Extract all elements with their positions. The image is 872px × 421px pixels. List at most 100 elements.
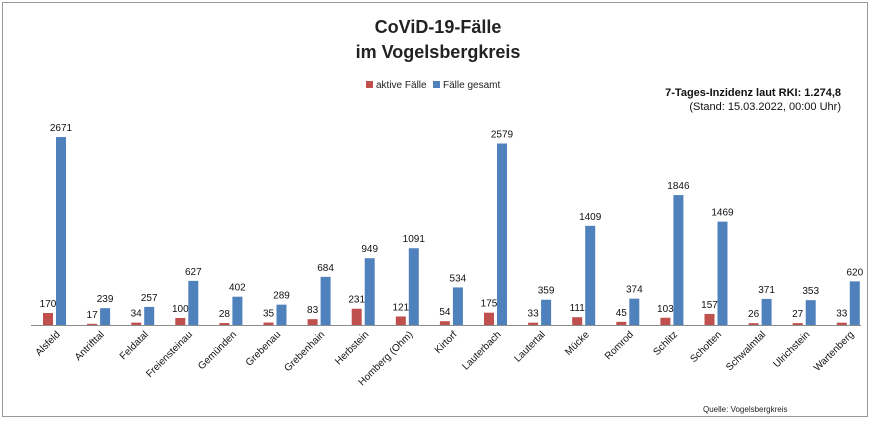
bar-aktive-13 — [616, 321, 627, 325]
bar-gesamt-17 — [805, 300, 816, 325]
chart-frame: CoViD-19-Fälle im Vogelsbergkreis aktive… — [2, 2, 868, 417]
value-label-aktive-13: 45 — [616, 308, 628, 319]
bar-aktive-17 — [792, 323, 803, 325]
bar-aktive-6 — [307, 319, 318, 325]
legend-label-gesamt: Fälle gesamt — [443, 80, 500, 91]
bar-aktive-12 — [572, 317, 583, 325]
value-label-aktive-2: 34 — [131, 309, 143, 320]
bar-aktive-2 — [131, 322, 142, 325]
legend-label-aktive: aktive Fälle — [376, 80, 427, 91]
x-tick-label-1: Antrifttal — [73, 329, 107, 363]
x-tick-label-6: Grebenhain — [282, 329, 327, 374]
bar-gesamt-8 — [408, 248, 419, 325]
value-label-aktive-7: 231 — [348, 295, 365, 306]
x-tick-label-10: Lauterbach — [460, 329, 503, 372]
bar-gesamt-0 — [56, 137, 66, 325]
chart-subtitle: im Vogelsbergkreis — [356, 42, 521, 62]
source-note: Quelle: Vogelsbergkreis — [703, 405, 788, 414]
value-label-aktive-3: 100 — [172, 304, 189, 315]
value-label-aktive-18: 33 — [836, 309, 848, 320]
bar-aktive-1 — [87, 323, 98, 325]
value-label-aktive-6: 83 — [307, 305, 319, 316]
date-note: (Stand: 15.03.2022, 00:00 Uhr) — [689, 101, 841, 113]
chart: CoViD-19-Fälle im Vogelsbergkreis aktive… — [31, 17, 864, 414]
bar-aktive-0 — [43, 313, 53, 325]
value-label-aktive-1: 17 — [87, 310, 99, 321]
value-label-gesamt-11: 359 — [538, 286, 555, 297]
legend: aktive Fälle Fälle gesamt — [366, 80, 500, 91]
legend-swatch-aktive — [366, 81, 373, 88]
x-tick-label-15: Schotten — [688, 329, 724, 365]
x-tick-label-4: Gemünden — [196, 329, 239, 372]
value-label-aktive-17: 27 — [792, 309, 804, 320]
bar-gesamt-9 — [452, 287, 463, 325]
x-tick-label-13: Romrod — [603, 329, 636, 362]
value-label-aktive-15: 157 — [701, 300, 718, 311]
bar-aktive-16 — [748, 323, 759, 325]
bar-aktive-10 — [484, 312, 494, 325]
bar-gesamt-12 — [585, 225, 596, 325]
bar-gesamt-3 — [188, 280, 199, 325]
bar-aktive-15 — [704, 313, 715, 325]
bar-gesamt-13 — [629, 298, 640, 325]
value-label-aktive-12: 111 — [570, 303, 586, 314]
bar-aktive-14 — [660, 317, 671, 325]
value-label-gesamt-9: 534 — [450, 273, 467, 284]
legend-swatch-gesamt — [433, 81, 440, 88]
value-label-gesamt-12: 1409 — [579, 212, 602, 223]
value-label-aktive-9: 54 — [439, 307, 451, 318]
x-tick-label-12: Mücke — [563, 329, 592, 358]
bar-gesamt-15 — [717, 221, 728, 325]
value-label-gesamt-17: 353 — [802, 286, 819, 297]
value-label-gesamt-18: 620 — [846, 267, 863, 278]
chart-title: CoViD-19-Fälle — [375, 17, 502, 37]
bar-gesamt-16 — [761, 298, 772, 325]
x-tick-label-18: Wartenberg — [812, 329, 856, 373]
value-label-aktive-16: 26 — [748, 309, 760, 320]
bar-gesamt-4 — [232, 296, 243, 325]
bar-gesamt-5 — [276, 304, 287, 325]
bar-aktive-3 — [175, 317, 186, 325]
bar-gesamt-7 — [364, 258, 375, 325]
value-label-gesamt-8: 1091 — [403, 234, 426, 245]
value-label-gesamt-0: 2671 — [50, 123, 73, 134]
value-label-gesamt-16: 371 — [758, 285, 775, 296]
value-label-aktive-11: 33 — [528, 309, 540, 320]
value-label-gesamt-13: 374 — [626, 285, 643, 296]
x-tick-label-7: Herbstein — [333, 329, 371, 367]
value-label-aktive-10: 175 — [481, 299, 498, 310]
bar-gesamt-1 — [100, 308, 111, 325]
value-label-aktive-8: 121 — [392, 302, 409, 313]
value-label-gesamt-4: 402 — [229, 283, 246, 294]
value-label-gesamt-5: 289 — [273, 291, 290, 302]
value-label-gesamt-14: 1846 — [667, 181, 690, 192]
x-tick-label-5: Grebenau — [244, 329, 283, 368]
x-tick-label-3: Freiensteinau — [144, 329, 195, 380]
bar-aktive-9 — [439, 321, 450, 325]
value-label-gesamt-1: 239 — [97, 294, 114, 305]
bar-gesamt-2 — [144, 306, 155, 325]
bar-aktive-4 — [219, 323, 230, 325]
x-tick-label-2: Feldatal — [118, 329, 151, 362]
value-label-aktive-14: 103 — [657, 304, 674, 315]
value-label-gesamt-2: 257 — [141, 293, 158, 304]
value-label-gesamt-10: 2579 — [491, 130, 514, 141]
bar-aktive-18 — [836, 322, 847, 325]
value-label-gesamt-3: 627 — [185, 267, 202, 278]
bar-gesamt-14 — [673, 195, 684, 325]
incidence-note: 7-Tages-Inzidenz laut RKI: 1.274,8 — [665, 87, 841, 99]
x-tick-label-17: Ulrichstein — [772, 329, 813, 370]
value-label-gesamt-15: 1469 — [711, 208, 734, 219]
bar-gesamt-11 — [541, 299, 552, 325]
value-label-aktive-0: 170 — [40, 299, 57, 310]
x-tick-label-14: Schlitz — [651, 329, 680, 358]
plot-area: 170 2671 Alsfeld 17 239 Antrifttal 34 257 Feldat… — [31, 123, 864, 388]
value-label-aktive-5: 35 — [263, 309, 275, 320]
value-label-aktive-4: 28 — [219, 309, 231, 320]
bar-aktive-8 — [395, 316, 406, 325]
value-label-gesamt-6: 684 — [317, 263, 334, 274]
bar-aktive-7 — [351, 308, 362, 325]
bar-aktive-11 — [528, 322, 539, 325]
x-tick-label-16: Schwalmtal — [724, 329, 768, 373]
x-tick-label-0: Alsfeld — [34, 329, 63, 358]
